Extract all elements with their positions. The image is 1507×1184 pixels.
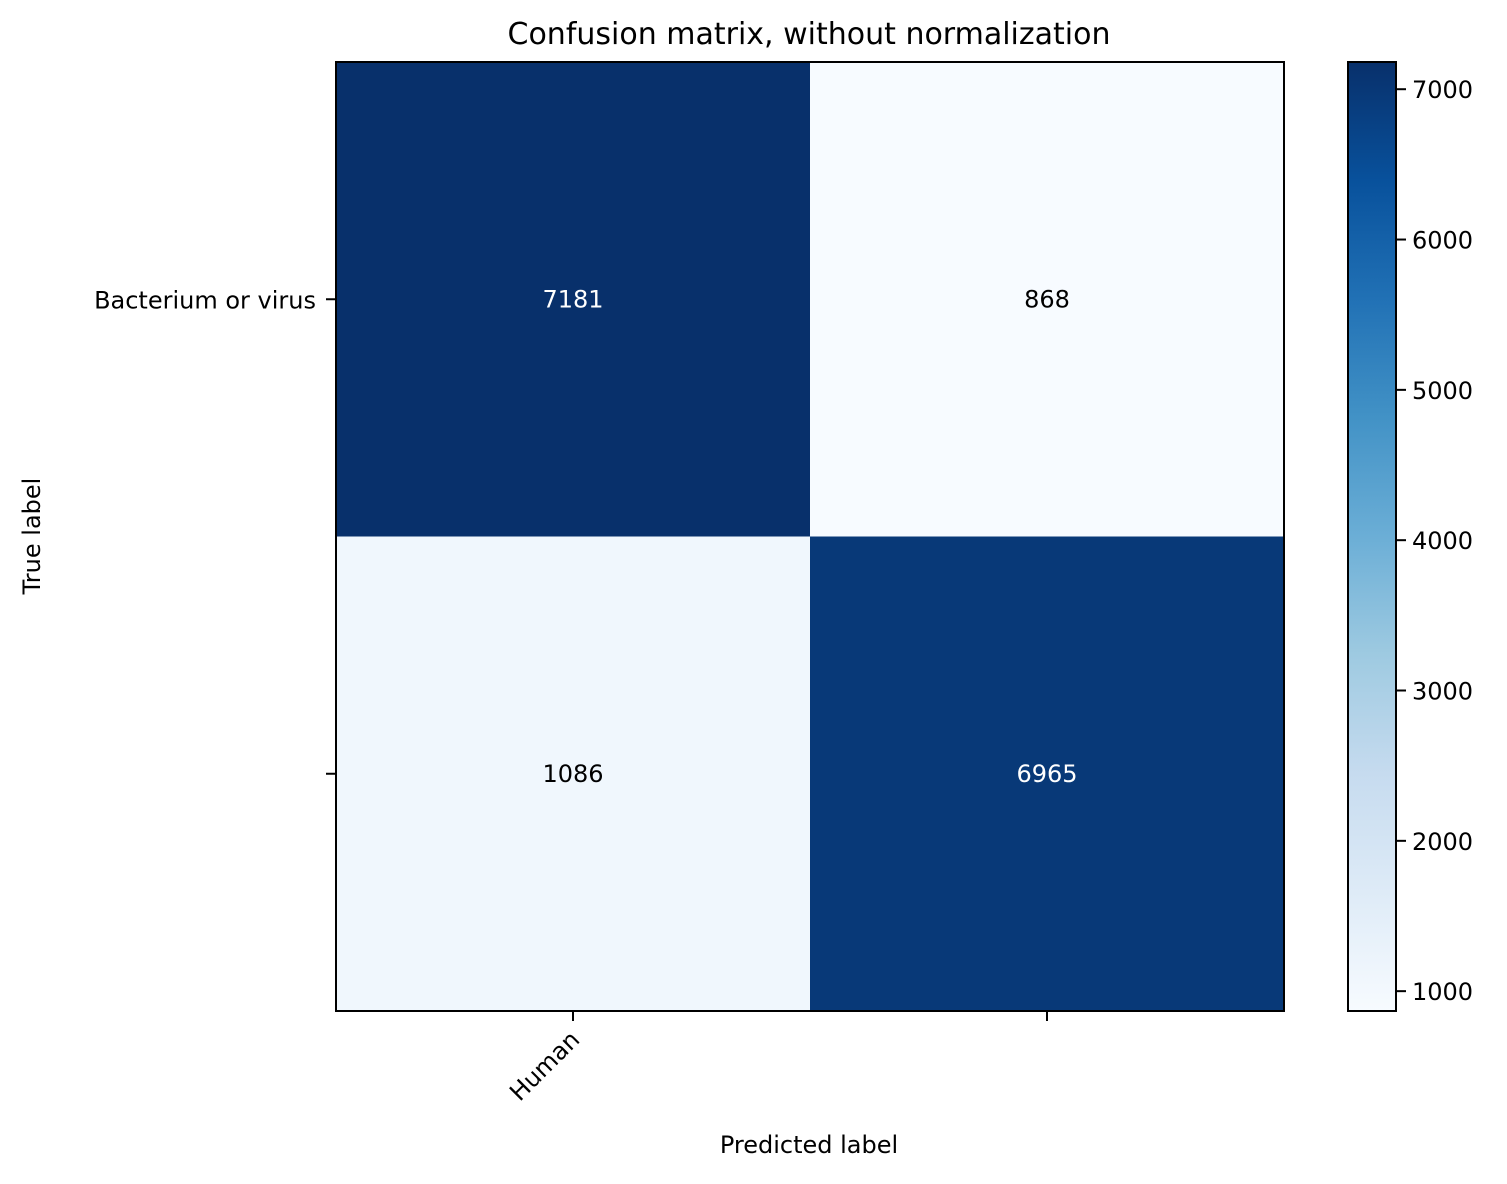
y-tick-label-0: Bacterium or virus bbox=[94, 286, 316, 314]
colorbar-tick-label-3: 4000 bbox=[1412, 527, 1473, 555]
heatmap-cell-r1-c0 bbox=[336, 536, 811, 1012]
cell-value-r1-c0: 1086 bbox=[542, 760, 603, 788]
colorbar-tick-label-5: 6000 bbox=[1412, 227, 1473, 255]
cell-value-r0-c1: 868 bbox=[1024, 285, 1070, 313]
colorbar-ticks: 1000 2000 3000 4000 5000 6000 7000 bbox=[1396, 76, 1473, 1006]
colorbar-tick-label-0: 1000 bbox=[1412, 978, 1473, 1006]
cell-value-r0-c0: 7181 bbox=[542, 285, 603, 313]
colorbar bbox=[1347, 61, 1397, 1012]
heatmap-cell-labels: 7181 868 1086 6965 bbox=[542, 285, 1077, 788]
y-axis-ticks: Bacterium or virus bbox=[94, 286, 336, 775]
heatmap-cell-r1-c1 bbox=[810, 536, 1285, 1012]
colorbar-tick-label-4: 5000 bbox=[1412, 377, 1473, 405]
heatmap-cells bbox=[336, 62, 1285, 1012]
y-axis-label: True label bbox=[18, 478, 46, 596]
heatmap-cell-r0-c0 bbox=[336, 62, 811, 537]
chart-title: Confusion matrix, without normalization bbox=[508, 17, 1111, 52]
colorbar-tick-label-6: 7000 bbox=[1412, 76, 1473, 104]
heatmap-cell-r0-c1 bbox=[810, 62, 1285, 537]
x-tick-label-0: Human bbox=[504, 1025, 585, 1106]
x-axis-ticks: Human bbox=[504, 1011, 1048, 1106]
x-axis-label: Predicted label bbox=[720, 1131, 898, 1159]
colorbar-tick-label-1: 2000 bbox=[1412, 828, 1473, 856]
cell-value-r1-c1: 6965 bbox=[1016, 760, 1077, 788]
plot-frame bbox=[335, 61, 1285, 1012]
colorbar-tick-label-2: 3000 bbox=[1412, 678, 1473, 706]
